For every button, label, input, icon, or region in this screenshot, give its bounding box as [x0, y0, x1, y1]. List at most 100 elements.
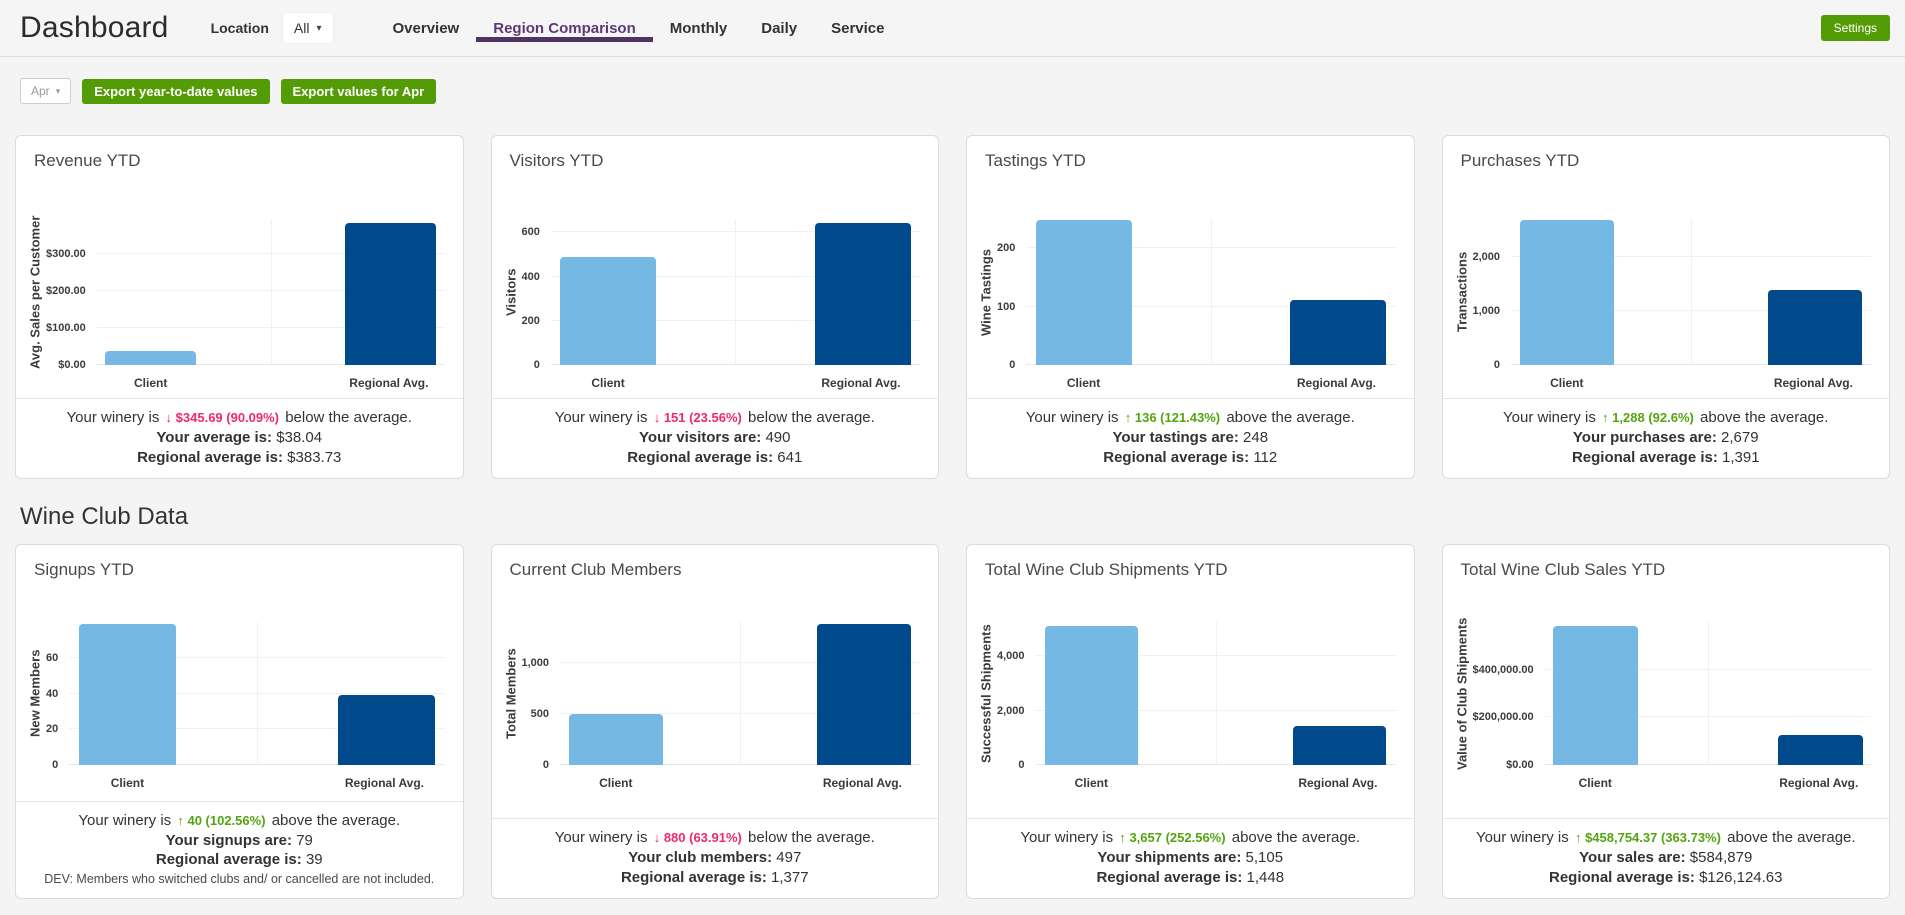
y-axis: $100.00$0.00$100.00$200.00$300.00 — [46, 219, 97, 371]
comparison-line: Your winery is ↑ 3,657 (252.56%) above t… — [1020, 829, 1361, 847]
plot-area — [1511, 219, 1871, 365]
bar-regional-avg- — [1768, 289, 1862, 365]
x-category-label: Regional Avg. — [1779, 776, 1859, 790]
y-tick-label: 400 — [521, 270, 540, 283]
bar-client — [1035, 220, 1132, 365]
tab-monthly[interactable]: Monthly — [669, 19, 728, 37]
card-summary: Your winery is ↑ 136 (121.43%) above the… — [967, 398, 1414, 478]
dashboard-body: Revenue YTD Avg. Sales per Customer $100… — [0, 135, 1905, 899]
gridline — [270, 219, 272, 365]
export-ytd-button[interactable]: Export year-to-date values — [82, 78, 270, 104]
y-tick-label: 0 — [542, 759, 550, 771]
y-axis: 1000100200 — [997, 219, 1026, 371]
y-tick-label: $200,000.00 — [1472, 711, 1534, 724]
y-axis-label: Visitors — [503, 268, 518, 316]
metrics-row-wine-club: Signups YTD New Members 200204060 Client… — [15, 544, 1890, 899]
card-summary: Your winery is ↑ 3,657 (252.56%) above t… — [967, 818, 1414, 898]
y-axis: 1,00005001,000 — [521, 622, 561, 771]
x-category-label: Client — [133, 376, 168, 390]
y-tick-label: $100.00 — [46, 322, 86, 335]
bar-chart: Value of Club Shipments $200,000.00 $0.00… — [1443, 617, 1890, 795]
chart-title: Total Wine Club Sales YTD — [1460, 560, 1666, 579]
regional-value-line: Regional average is: $126,124.63 — [1549, 869, 1783, 887]
x-category-label: Regional Avg. — [1773, 376, 1853, 390]
plot-area — [560, 622, 920, 765]
x-category-label: Regional Avg. — [344, 776, 425, 790]
y-tick-label: $0.00 — [1506, 759, 1534, 771]
y-tick-label: 200 — [997, 242, 1016, 255]
comparison-line: Your winery is ↑ $458,754.37 (363.73%) a… — [1475, 829, 1856, 847]
plot-column: Client Regional Avg. — [1026, 219, 1396, 395]
x-category-label: Client — [110, 776, 145, 790]
settings-button[interactable]: Settings — [1820, 15, 1890, 41]
bar-client — [560, 256, 657, 365]
bar-regional-avg- — [1777, 734, 1863, 765]
tab-region-comparison[interactable]: Region Comparison — [476, 15, 653, 42]
y-axis-label: Value of Club Shipments — [1454, 617, 1469, 770]
tab-daily[interactable]: Daily — [761, 19, 798, 37]
location-value: All — [293, 20, 310, 36]
y-tick-label: 4,000 — [997, 650, 1025, 663]
y-axis: 2000200400600 — [521, 219, 551, 371]
x-axis: Client Regional Avg. — [97, 365, 445, 395]
chart-card: Current Club Members Total Members 1,000… — [490, 544, 939, 899]
y-axis-label: Total Members — [503, 648, 518, 739]
bar-client — [1552, 625, 1638, 765]
bar-regional-avg- — [1290, 299, 1387, 365]
client-value-line: Your tastings are: 248 — [1112, 429, 1269, 447]
chart-title: Revenue YTD — [34, 151, 141, 170]
plot-area — [1544, 622, 1871, 765]
y-tick-label: 1,000 — [521, 656, 550, 669]
x-category-label: Client — [1578, 776, 1612, 790]
bar-chart: Avg. Sales per Customer $100.00$0.00$100… — [16, 215, 463, 395]
bar-regional-avg- — [1292, 725, 1387, 765]
y-axis: $200,000.00$0.00$200,000.00$400,000.00 — [1472, 622, 1545, 771]
chart-card: Purchases YTD Transactions 1,00001,0002,… — [1441, 135, 1890, 479]
bar-regional-avg- — [814, 223, 911, 365]
app-header: Dashboard Location All ▾ Overview Region … — [0, 0, 1905, 57]
plot-column: Client Regional Avg. — [1511, 219, 1871, 395]
x-axis: Client Regional Avg. — [1026, 365, 1395, 395]
client-value-line: Your signups are: 79 — [165, 831, 313, 849]
dev-note: DEV: Members who switched clubs and/ or … — [44, 872, 435, 887]
plot-area — [550, 219, 920, 365]
card-summary: Your winery is ↑ $458,754.37 (363.73%) a… — [1442, 818, 1889, 898]
client-value-line: Your average is: $38.04 — [156, 429, 323, 447]
chart-card: Tastings YTD Wine Tastings 1000100200 Cl… — [966, 135, 1415, 479]
card-summary: Your winery is ↑ 40 (102.56%) above the … — [16, 800, 463, 898]
card-summary: Your winery is ↑ 1,288 (92.6%) above the… — [1442, 398, 1889, 478]
chart-title: Purchases YTD — [1460, 151, 1580, 170]
x-category-label: Regional Avg. — [1298, 776, 1378, 790]
y-tick-label: 0 — [52, 759, 59, 771]
y-tick-label: $400,000.00 — [1472, 663, 1534, 676]
y-axis-label: Avg. Sales per Customer — [27, 215, 43, 369]
tab-bar: Overview Region Comparison Monthly Daily Ser… — [376, 15, 902, 42]
bar-client — [569, 714, 663, 765]
chart-title: Visitors YTD — [509, 151, 604, 170]
plot-column: Client Regional Avg. — [96, 219, 445, 395]
location-select[interactable]: All ▾ — [281, 12, 334, 44]
trend-arrow-icon: ↑ — [1124, 410, 1132, 426]
y-tick-label: 0 — [1493, 359, 1501, 371]
client-value-line: Your sales are: $584,879 — [1579, 849, 1753, 867]
x-axis: Client Regional Avg. — [551, 365, 920, 395]
gridline — [1215, 622, 1217, 765]
tab-service[interactable]: Service — [831, 19, 885, 37]
month-select[interactable]: Apr ▾ — [20, 78, 72, 104]
trend-arrow-icon: ↑ — [1574, 830, 1582, 846]
chart-title: Total Wine Club Shipments YTD — [985, 560, 1228, 579]
x-category-label: Regional Avg. — [821, 376, 901, 390]
plot-column: Client Regional Avg. — [550, 219, 920, 395]
x-category-label: Client — [599, 776, 633, 790]
bar-regional-avg- — [817, 624, 911, 765]
client-value-line: Your shipments are: 5,105 — [1097, 849, 1284, 867]
export-month-button[interactable]: Export values for Apr — [280, 78, 437, 104]
y-tick-label: 0 — [1018, 759, 1025, 771]
comparison-line: Your winery is ↓ $345.69 (90.09%) below … — [66, 409, 412, 427]
y-tick-label: $300.00 — [46, 248, 86, 261]
y-tick-label: 0 — [1009, 359, 1016, 371]
bar-client — [1044, 625, 1139, 765]
x-axis: Client Regional Avg. — [69, 765, 444, 795]
tab-overview[interactable]: Overview — [392, 19, 460, 37]
